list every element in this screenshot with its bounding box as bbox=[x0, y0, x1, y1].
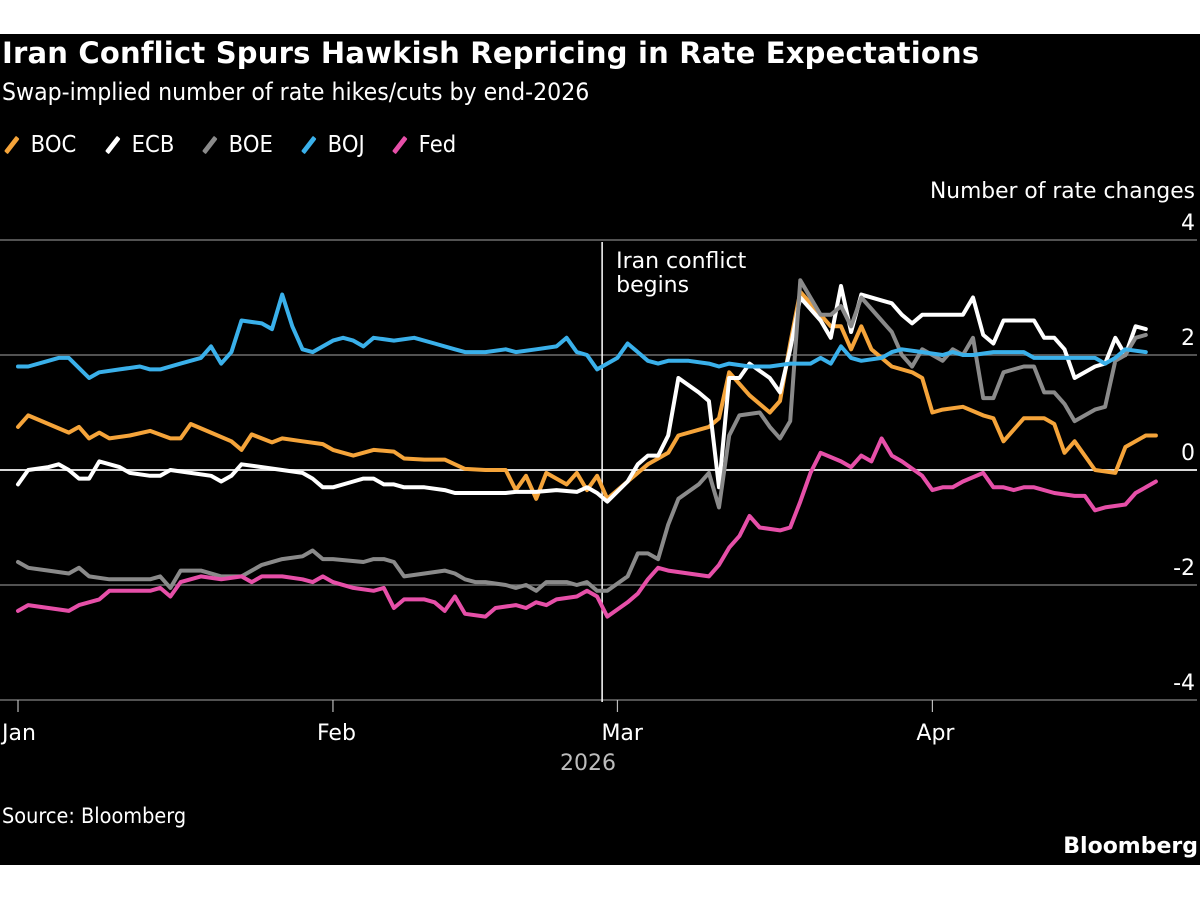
chart-subtitle: Swap-implied number of rate hikes/cuts b… bbox=[2, 78, 590, 106]
legend-item-fed: Fed bbox=[392, 132, 456, 158]
x-tick-label: Mar bbox=[601, 721, 643, 746]
legend-label: BOJ bbox=[327, 132, 365, 158]
series-line-ecb bbox=[16, 284, 1148, 504]
source-note: Source: Bloomberg bbox=[2, 804, 187, 828]
x-tick-label: Apr bbox=[916, 721, 955, 746]
legend-item-boe: BOE bbox=[202, 132, 273, 158]
bloomberg-logo: Bloomberg bbox=[1063, 834, 1198, 859]
y-tick-label: -4 bbox=[1173, 671, 1195, 696]
x-tick-label: Jan bbox=[0, 721, 36, 746]
legend-item-boc: BOC bbox=[4, 132, 76, 158]
y-tick-label: 2 bbox=[1181, 326, 1195, 351]
y-tick-label: 0 bbox=[1181, 441, 1195, 466]
series-line-boe bbox=[16, 278, 1148, 593]
annotation-text: Iran conflict bbox=[616, 249, 747, 274]
legend-item-boj: BOJ bbox=[301, 132, 365, 158]
legend-label: BOC bbox=[30, 132, 77, 158]
x-axis-year-label: 2026 bbox=[560, 751, 616, 776]
legend-label: Fed bbox=[418, 132, 457, 158]
y-axis-label: Number of rate changes bbox=[930, 179, 1195, 204]
y-tick-label: -2 bbox=[1173, 556, 1195, 581]
x-tick-label: Feb bbox=[317, 721, 356, 746]
chart-title: Iran Conflict Spurs Hawkish Repricing in… bbox=[2, 36, 980, 70]
line-chart: Number of rate changes 4 2 0 -2 -4 Jan Feb Mar Ap… bbox=[0, 179, 1197, 776]
legend-item-ecb: ECB bbox=[104, 132, 174, 158]
legend-label: ECB bbox=[131, 132, 174, 158]
annotation-text: begins bbox=[616, 273, 689, 298]
y-tick-label: 4 bbox=[1181, 211, 1195, 236]
chart-card: Iran Conflict Spurs Hawkish Repricing in… bbox=[0, 34, 1200, 865]
legend-label: BOE bbox=[228, 132, 273, 158]
series-line-fed bbox=[16, 436, 1158, 619]
series-line-boc bbox=[16, 289, 1158, 501]
series-line-boj bbox=[16, 292, 1148, 380]
legend: BOC ECB BOE BOJ Fed bbox=[4, 132, 484, 158]
